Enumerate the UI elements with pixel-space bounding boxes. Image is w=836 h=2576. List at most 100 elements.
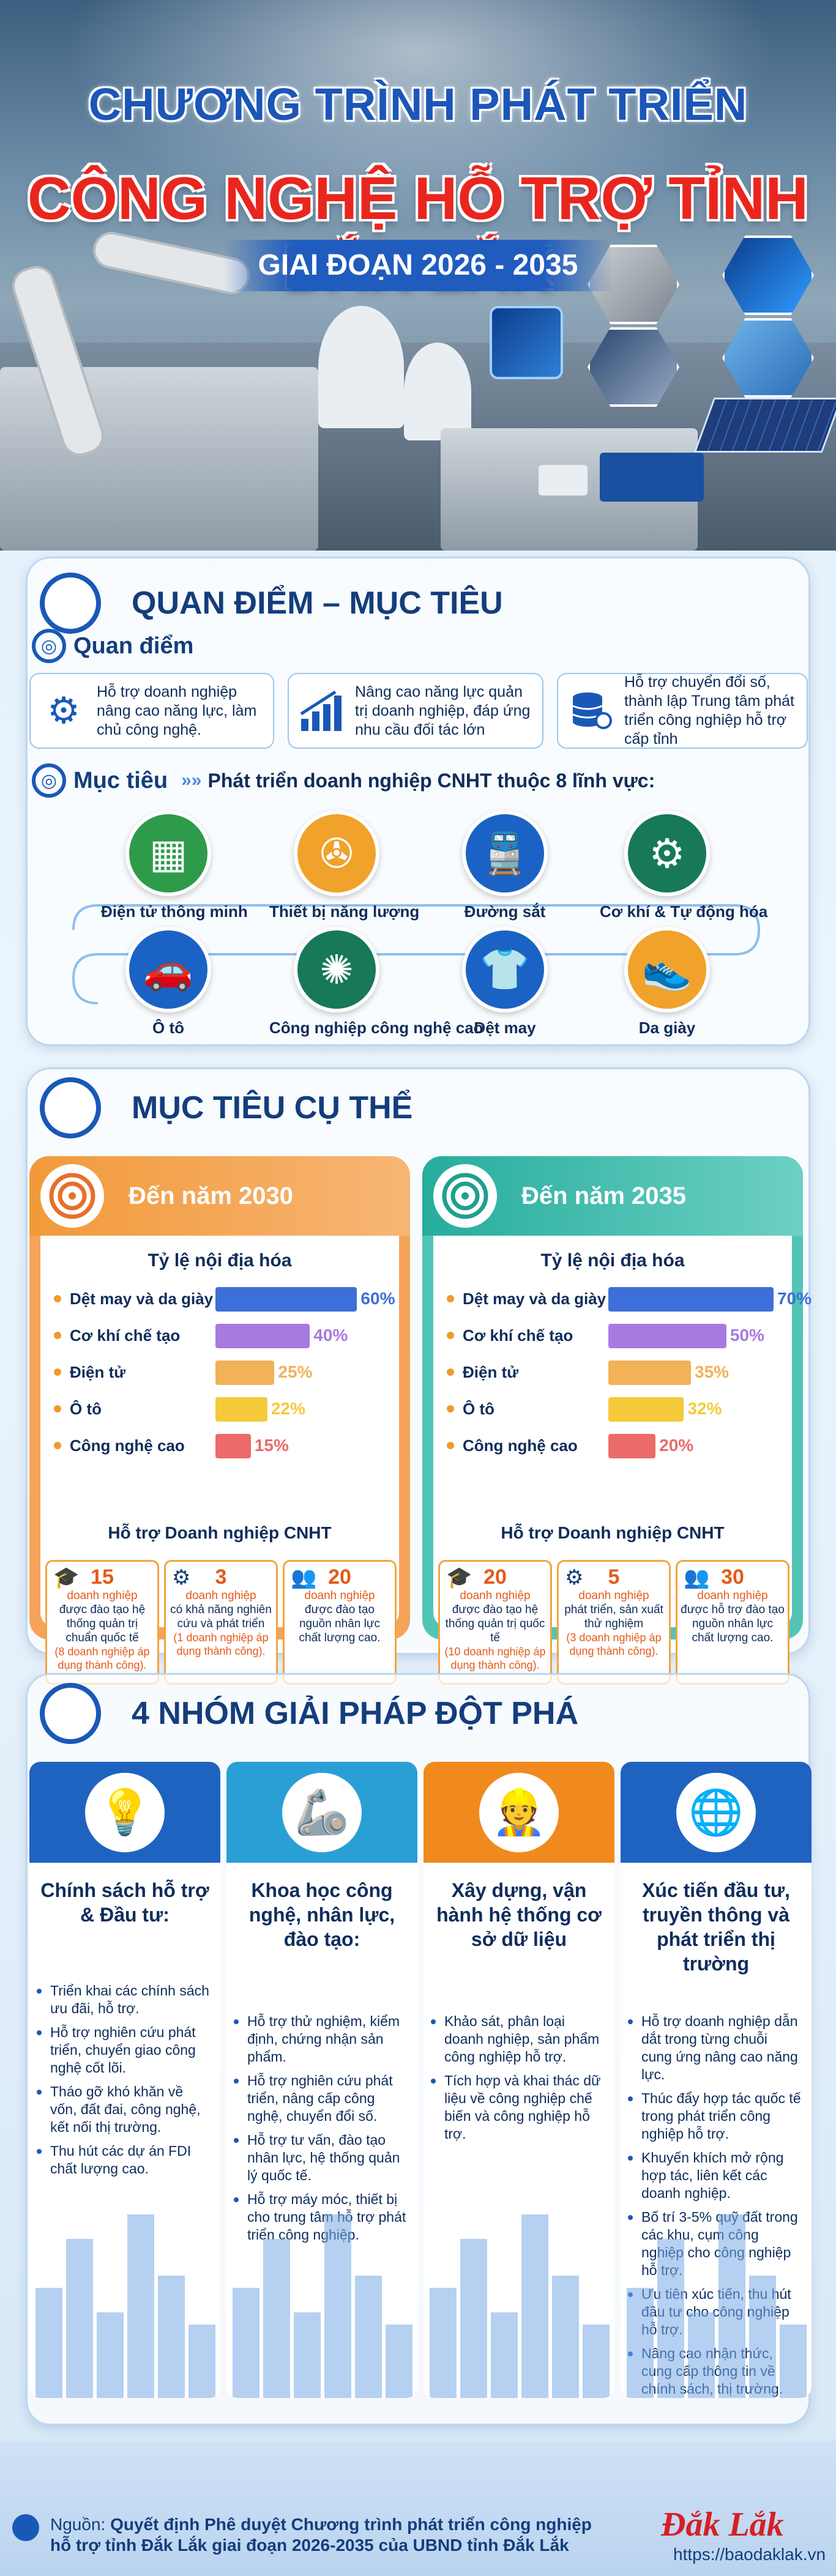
solution-heading: Khoa học công nghệ, nhân lực, đào tạo: — [248, 1879, 395, 1950]
city-illustration — [424, 2166, 614, 2398]
building-image — [35, 2288, 62, 2398]
solution-heading: Xúc tiến đầu tư, truyền thông và phát tr… — [642, 1879, 790, 1975]
bar-row: Công nghệ cao 20% — [433, 1431, 792, 1460]
bar — [215, 1324, 310, 1348]
bullet-icon — [447, 1295, 454, 1302]
building-image — [657, 2239, 684, 2398]
solution-header: 🦾 — [226, 1762, 417, 1863]
solution-group: 💡 Chính sách hỗ trợ & Đầu tư: Triển khai c… — [29, 1762, 220, 2398]
engineer-icon: 👷 — [479, 1772, 559, 1852]
solution-header: 💡 — [29, 1762, 220, 1863]
solution-item: Tích hợp và khai thác dữ liệu về công ng… — [431, 2072, 605, 2143]
bullet-icon — [447, 1405, 454, 1412]
sector-connector — [72, 904, 761, 1004]
bar-row: Điện tử 25% — [40, 1358, 399, 1386]
section-title: QUAN ĐIỂM – MỤC TIÊU — [132, 585, 503, 621]
building-image — [97, 2312, 124, 2398]
support-label: Hỗ trợ Doanh nghiệp CNHT — [108, 1523, 332, 1542]
solution-item: Triển khai các chính sách ưu đãi, hỗ trợ… — [37, 1982, 211, 2017]
support-note: (10 doanh nghiệp áp dụng thành công). — [444, 1646, 546, 1671]
bullseye-icon — [40, 1164, 104, 1228]
sector-label: Dệt may — [474, 1019, 536, 1037]
source-note: Nguồn: Quyết định Phê duyệt Chương trình… — [50, 2514, 601, 2556]
support-note: (3 doanh nghiệp áp dụng thành công). — [566, 1631, 662, 1657]
sector-da-giay: 👟 Da giày — [600, 927, 734, 1037]
solution-heading: Xây dựng, vận hành hệ thống cơ sở dữ liệ… — [436, 1879, 602, 1950]
solution-item: Tháo gỡ khó khăn về vốn, đất đai, công n… — [37, 2083, 211, 2136]
bar-category: Cơ khí chế tạo — [70, 1326, 181, 1345]
people-icon: 👥 — [291, 1566, 317, 1589]
city-illustration — [29, 2166, 220, 2398]
quan-diem-text: Nâng cao năng lực quản trị doanh nghiệp,… — [355, 683, 531, 738]
bar — [608, 1397, 684, 1422]
support-unit: doanh nghiệp — [67, 1589, 138, 1602]
bar-value-label: 50% — [730, 1326, 764, 1345]
solution-list: Triển khai các chính sách ưu đãi, hỗ trợ… — [37, 1982, 211, 2184]
quan-diem-heading: ◎ Quan điểm — [32, 629, 193, 663]
bar-row: Dệt may và da giày 70% — [433, 1285, 812, 1313]
solution-item: Khuyến khích mở rộng hợp tác, liên kết c… — [628, 2149, 802, 2202]
building-image — [780, 2325, 807, 2398]
panel-header: Đến năm 2030 — [29, 1156, 410, 1236]
section-badge-icon — [40, 1077, 101, 1138]
bar — [608, 1287, 774, 1312]
solution-item: Thúc đẩy hợp tác quốc tế trong phát triể… — [628, 2090, 802, 2143]
arrows-icon: »» — [181, 770, 202, 790]
bullet-icon — [54, 1368, 61, 1376]
sector-co-khi: ⚙ Cơ khí & Tự động hóa — [600, 811, 768, 921]
sector-det-may: 👕 Dệt may — [438, 927, 572, 1037]
solution-header: 👷 — [424, 1762, 614, 1863]
bar-category: Công nghệ cao — [463, 1436, 578, 1455]
people-icon: 👥 — [684, 1566, 710, 1589]
building-image — [430, 2288, 457, 2398]
support-box: ⚙ 5 doanh nghiệp phát triển, sản xuất thử n… — [557, 1560, 671, 1685]
support-box: 🎓 15 doanh nghiệp được đào tạo hệ thống quả… — [45, 1560, 159, 1685]
hero-banner: CHƯƠNG TRÌNH PHÁT TRIỂN CÔNG NGHỆ HỖ TRỢ… — [0, 0, 836, 551]
bullet-icon — [12, 2514, 39, 2541]
gear-icon: ⚙ — [172, 1566, 191, 1589]
panel-title: Đến năm 2030 — [129, 1182, 294, 1209]
bar-value-label: 70% — [777, 1289, 812, 1308]
bar-value-label: 25% — [278, 1362, 313, 1381]
wind-turbine-icon: ✇ — [294, 811, 379, 896]
quan-diem-item: Hỗ trợ chuyển đổi số, thành lập Trung tâ… — [557, 673, 808, 749]
bullet-icon — [54, 1332, 61, 1339]
bar-value-label: 22% — [271, 1399, 305, 1418]
sector-label: Cơ khí & Tự động hóa — [600, 902, 768, 921]
building-image — [158, 2276, 185, 2398]
section-badge-icon — [40, 573, 101, 634]
city-illustration — [226, 2166, 417, 2398]
bar — [608, 1360, 691, 1385]
sector-label: Thiết bị năng lượng — [269, 902, 420, 921]
solution-item: Hỗ trợ nghiên cứu phát triển, nâng cấp c… — [234, 2072, 408, 2125]
bar-row: Ô tô 22% — [40, 1395, 399, 1423]
website-link[interactable]: https://baodaklak.vn — [673, 2545, 826, 2564]
car-icon: 🚗 — [125, 927, 211, 1012]
bar-category: Dệt may và da giày — [70, 1290, 214, 1308]
building-image — [583, 2325, 610, 2398]
building-image — [627, 2288, 654, 2398]
support-note: (8 doanh nghiệp áp dụng thành công). — [54, 1646, 150, 1671]
solution-group: 🌐 Xúc tiến đầu tư, truyền thông và phát t… — [621, 1762, 812, 2398]
support-description: phát triển, sản xuất thử nghiệm — [564, 1603, 663, 1630]
target-icon: ◎ — [32, 629, 66, 663]
bullet-icon — [54, 1405, 61, 1412]
bar-category: Dệt may và da giày — [463, 1290, 606, 1308]
gear-icon: ⚙ — [565, 1566, 584, 1589]
support-unit: doanh nghiệp — [185, 1589, 256, 1602]
shoe-icon: 👟 — [624, 927, 710, 1012]
sector-duong-sat: 🚆 Đường sắt — [438, 811, 572, 921]
panel-title: Đến năm 2035 — [521, 1182, 687, 1209]
truck-image — [600, 453, 704, 502]
support-description: có khả năng nghiên cứu và phát triển — [170, 1603, 272, 1630]
solution-group: 👷 Xây dựng, vận hành hệ thống cơ sở dữ li… — [424, 1762, 614, 2398]
building-image — [294, 2312, 321, 2398]
bar-row: Ô tô 32% — [433, 1395, 792, 1423]
solution-item: Hỗ trợ nghiên cứu phát triển, chuyển gia… — [37, 2024, 211, 2077]
bar — [215, 1287, 357, 1312]
quan-diem-item: Nâng cao năng lực quản trị doanh nghiệp,… — [288, 673, 543, 749]
panel-body: Tỷ lệ nội địa hóa Dệt may và da giày 70% C… — [433, 1236, 812, 1685]
quan-diem-item: ⚙ Hỗ trợ doanh nghiệp nâng cao năng lực,… — [29, 673, 274, 749]
muc-tieu-label: Mục tiêu — [73, 767, 168, 793]
